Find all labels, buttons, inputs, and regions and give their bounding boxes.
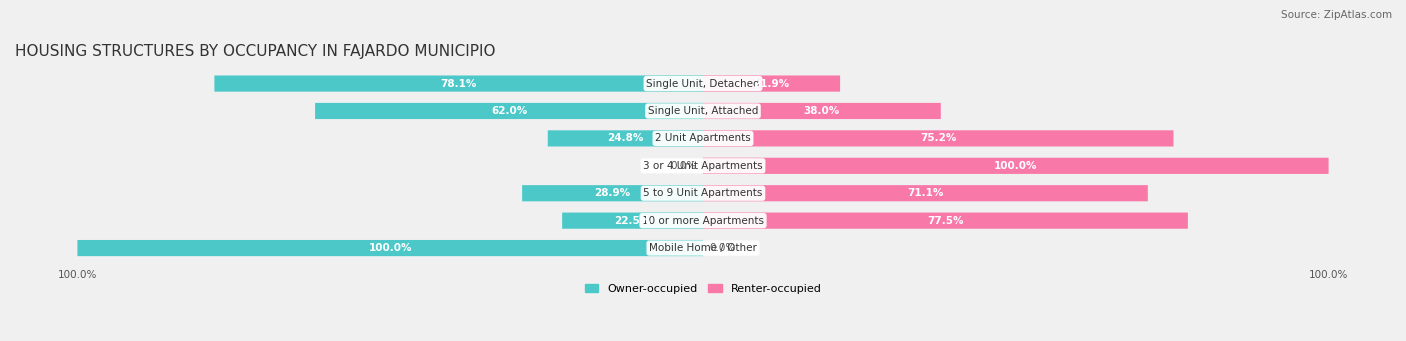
Text: Single Unit, Detached: Single Unit, Detached <box>647 78 759 89</box>
Text: 22.5%: 22.5% <box>614 216 651 226</box>
FancyBboxPatch shape <box>703 130 1174 147</box>
Text: 5 to 9 Unit Apartments: 5 to 9 Unit Apartments <box>644 188 762 198</box>
Text: 28.9%: 28.9% <box>595 188 631 198</box>
FancyBboxPatch shape <box>562 212 703 229</box>
Text: 100.0%: 100.0% <box>994 161 1038 171</box>
Text: 100.0%: 100.0% <box>368 243 412 253</box>
Text: 62.0%: 62.0% <box>491 106 527 116</box>
Text: 2 Unit Apartments: 2 Unit Apartments <box>655 133 751 144</box>
Text: Source: ZipAtlas.com: Source: ZipAtlas.com <box>1281 10 1392 20</box>
FancyBboxPatch shape <box>703 212 1188 229</box>
Text: 0.0%: 0.0% <box>671 161 697 171</box>
Text: 24.8%: 24.8% <box>607 133 644 144</box>
FancyBboxPatch shape <box>548 130 703 147</box>
FancyBboxPatch shape <box>703 103 941 119</box>
Text: 78.1%: 78.1% <box>440 78 477 89</box>
Text: 77.5%: 77.5% <box>927 216 963 226</box>
Text: 10 or more Apartments: 10 or more Apartments <box>643 216 763 226</box>
Text: 71.1%: 71.1% <box>907 188 943 198</box>
Text: 100.0%: 100.0% <box>58 270 97 280</box>
FancyBboxPatch shape <box>77 240 703 256</box>
Text: HOUSING STRUCTURES BY OCCUPANCY IN FAJARDO MUNICIPIO: HOUSING STRUCTURES BY OCCUPANCY IN FAJAR… <box>15 44 495 59</box>
Text: 75.2%: 75.2% <box>920 133 956 144</box>
FancyBboxPatch shape <box>703 75 841 92</box>
FancyBboxPatch shape <box>315 103 703 119</box>
Text: Mobile Home / Other: Mobile Home / Other <box>650 243 756 253</box>
Text: Single Unit, Attached: Single Unit, Attached <box>648 106 758 116</box>
Text: 3 or 4 Unit Apartments: 3 or 4 Unit Apartments <box>643 161 763 171</box>
FancyBboxPatch shape <box>522 185 703 201</box>
FancyBboxPatch shape <box>703 185 1147 201</box>
FancyBboxPatch shape <box>703 158 1329 174</box>
Text: 21.9%: 21.9% <box>754 78 790 89</box>
Legend: Owner-occupied, Renter-occupied: Owner-occupied, Renter-occupied <box>581 279 825 298</box>
Text: 38.0%: 38.0% <box>804 106 839 116</box>
FancyBboxPatch shape <box>214 75 703 92</box>
Text: 100.0%: 100.0% <box>1309 270 1348 280</box>
Text: 0.0%: 0.0% <box>709 243 735 253</box>
